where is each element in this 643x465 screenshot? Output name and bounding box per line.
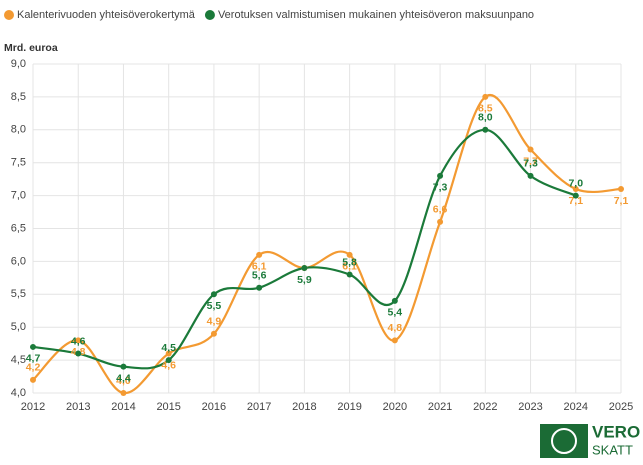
data-label: 5,6 (252, 270, 267, 282)
legend-marker (204, 10, 215, 20)
data-label: 5,4 (388, 307, 403, 319)
y-tick-label: 4,0 (11, 387, 26, 399)
legend-marker (4, 10, 14, 20)
data-label: 4,5 (161, 342, 176, 354)
data-point (30, 343, 36, 350)
legend-label: Kalenterivuoden yhteisöverokertymä (17, 9, 196, 21)
data-point (301, 264, 308, 271)
data-label: 4,8 (388, 322, 403, 334)
data-point (165, 350, 172, 357)
data-label: 6,6 (433, 204, 448, 216)
x-tick-label: 2022 (473, 401, 497, 413)
data-label: 7,3 (433, 182, 448, 194)
logo-ring (551, 428, 577, 454)
data-point (482, 93, 489, 100)
y-tick-label: 7,5 (11, 157, 26, 169)
data-label: 8,0 (478, 112, 493, 124)
data-point (527, 146, 534, 153)
data-label: 6,1 (342, 261, 357, 273)
x-tick-label: 2020 (383, 401, 407, 413)
data-point (210, 291, 217, 298)
data-label: 8,5 (478, 103, 493, 115)
data-point (165, 357, 172, 364)
data-label: 4,4 (116, 372, 131, 384)
data-label: 5,9 (297, 274, 312, 286)
data-label: 7,3 (523, 158, 538, 170)
y-tick-label: 5,0 (11, 321, 26, 333)
data-label: 4,0 (116, 375, 131, 387)
data-label: 7,1 (614, 195, 629, 207)
y-tick-label: 6,0 (11, 255, 26, 267)
data-label: 7,7 (523, 155, 538, 167)
data-label: 4,6 (161, 359, 176, 371)
data-label: 4,7 (26, 353, 41, 365)
data-point (437, 218, 444, 225)
data-point (572, 192, 579, 199)
x-tick-label: 2025 (609, 401, 633, 413)
data-point (391, 297, 398, 304)
data-point (30, 376, 36, 383)
data-point (75, 350, 82, 357)
x-tick-label: 2015 (156, 401, 180, 413)
x-tick-label: 2021 (428, 401, 452, 413)
y-tick-label: 6,5 (11, 222, 26, 234)
logo-text: SKATT (592, 442, 633, 457)
data-point (391, 337, 398, 344)
x-tick-label: 2012 (21, 401, 45, 413)
x-tick-label: 2018 (292, 401, 316, 413)
data-point (256, 284, 263, 291)
data-point (256, 251, 263, 258)
data-label: 7,0 (568, 177, 583, 189)
data-point (120, 363, 127, 370)
y-tick-label: 8,5 (11, 91, 26, 103)
series-line (32, 93, 622, 395)
data-point (346, 271, 353, 278)
y-tick-label: 9,0 (11, 58, 26, 70)
data-point (75, 337, 82, 344)
data-point (346, 251, 353, 258)
data-label: 4,2 (26, 362, 41, 374)
y-tick-label: 5,5 (11, 288, 26, 300)
x-tick-label: 2024 (564, 401, 588, 413)
y-tick-label: 8,0 (11, 124, 26, 136)
data-label: 6,1 (252, 261, 267, 273)
x-tick-label: 2023 (518, 401, 542, 413)
data-label: 7,1 (568, 195, 583, 207)
x-tick-label: 2017 (247, 401, 271, 413)
data-label: 4,9 (207, 316, 222, 328)
data-label: 5,5 (207, 300, 222, 312)
x-tick-label: 2013 (66, 401, 90, 413)
x-tick-label: 2016 (202, 401, 226, 413)
data-label: 5,8 (342, 256, 357, 268)
x-tick-label: 2014 (111, 401, 135, 413)
data-point (572, 186, 579, 193)
data-point (437, 172, 444, 179)
legend-label: Verotuksen valmistumisen mukainen yhteis… (218, 9, 534, 21)
data-point (618, 186, 624, 193)
data-label: 4,6 (71, 335, 86, 347)
data-point (527, 172, 534, 179)
logo-text: VERO (592, 422, 640, 441)
y-tick-label: 7,0 (11, 190, 26, 202)
logo: VERO SKATT (540, 422, 640, 458)
x-tick-label: 2019 (337, 401, 361, 413)
data-point (482, 126, 489, 133)
data-point (210, 330, 217, 337)
y-axis-label: Mrd. euroa (4, 42, 58, 54)
y-tick-label: 4,5 (11, 354, 26, 366)
data-point (120, 390, 127, 396)
